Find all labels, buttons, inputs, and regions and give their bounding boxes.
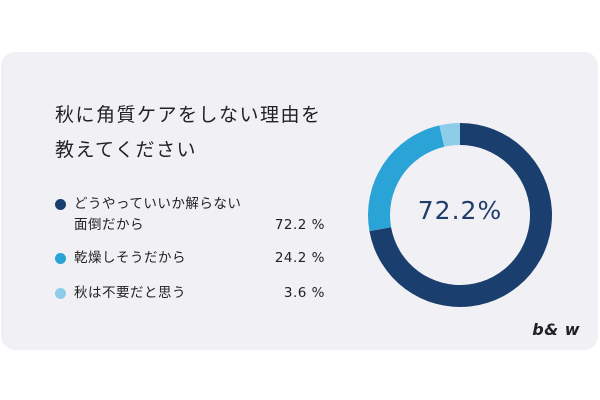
title-line-1: 秋に角質ケアをしない理由を: [55, 104, 322, 126]
title-line-2: 教えてください: [55, 139, 197, 161]
center-value: 72.2%: [417, 196, 503, 225]
legend-pct-1: 72.2 %: [274, 217, 325, 233]
legend-item-3: 秋は不要だと思う 3.6 %: [55, 283, 325, 303]
legend-item-2: 乾燥しそうだから 24.2 %: [55, 248, 325, 268]
legend-label-2: 乾燥しそうだから: [74, 250, 186, 266]
legend-item-1: どうやっていいか解らない 面倒だから 72.2 %: [55, 194, 325, 234]
legend-dot-2: [55, 253, 66, 264]
legend-label-1a: どうやっていいか解らない: [74, 196, 242, 212]
legend-dot-3: [55, 288, 66, 299]
donut-chart: [368, 123, 552, 307]
donut-slice-2: [368, 125, 445, 232]
brand-logo: b& w: [532, 320, 580, 339]
legend-dot-1: [55, 199, 66, 210]
legend-pct-2: 24.2 %: [274, 250, 325, 266]
legend-label-3: 秋は不要だと思う: [74, 285, 186, 301]
chart-title: 秋に角質ケアをしない理由を 教えてください: [55, 98, 335, 168]
legend-pct-3: 3.6 %: [283, 285, 325, 301]
legend-label-1b: 面倒だから: [74, 217, 144, 233]
donut-slice-3: [439, 123, 460, 147]
chart-card: [1, 52, 598, 350]
